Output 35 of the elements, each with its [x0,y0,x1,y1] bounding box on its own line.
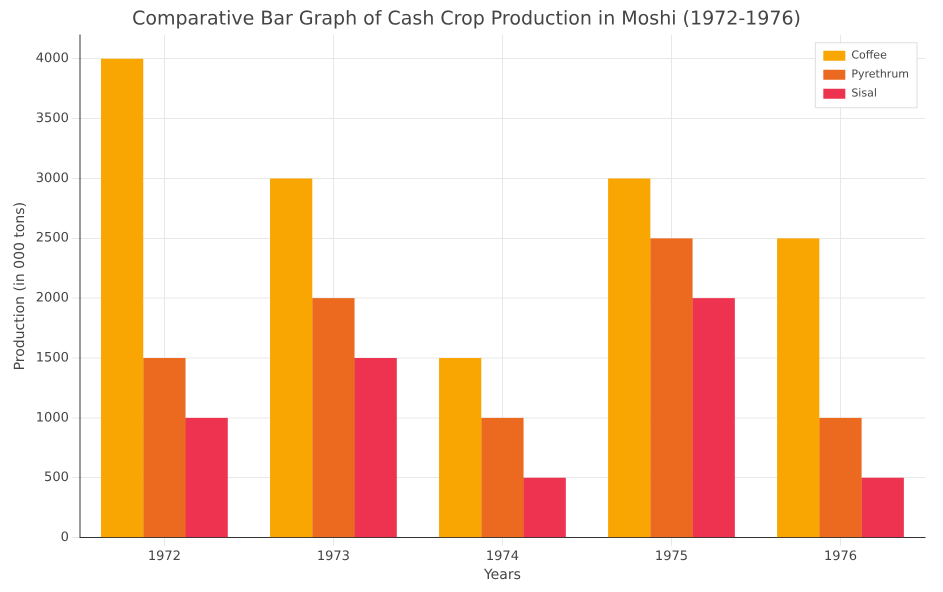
bar [439,358,482,538]
legend-label: Coffee [851,48,888,62]
bar [270,178,312,538]
bar [608,178,650,538]
bar [524,478,566,538]
bar [312,298,355,538]
bar [650,238,693,538]
bar [101,58,144,538]
legend-label: Pyrethrum [851,68,909,81]
y-tick-label: 3000 [36,170,69,186]
x-tick-label: 1972 [148,548,181,564]
bar [862,478,904,538]
legend-label: Sisal [851,86,877,100]
y-tick-label: 1000 [36,410,69,426]
bar [186,418,228,538]
x-tick-label: 1975 [654,548,688,564]
y-axis-title: Production (in 000 tons) [12,202,28,370]
y-tick-label: 2000 [36,290,69,306]
x-tick-label: 1973 [316,548,350,564]
y-tick-label: 3500 [36,110,69,126]
chart-title: Comparative Bar Graph of Cash Crop Production in Moshi (1972-1976) [132,7,801,30]
x-tick-label: 1974 [486,548,519,564]
x-axis-title: Years [482,567,521,584]
x-tick-label: 1976 [824,548,858,564]
bar [143,358,186,538]
bar [777,238,820,538]
bar [692,298,735,538]
y-tick-label: 2500 [36,230,69,246]
y-tick-label: 0 [60,530,69,545]
bar [819,418,862,538]
y-tick-label: 500 [44,470,69,486]
y-tick-label: 1500 [36,350,69,366]
bar [481,418,524,538]
bar [354,358,397,538]
y-tick-label: 4000 [36,51,69,66]
